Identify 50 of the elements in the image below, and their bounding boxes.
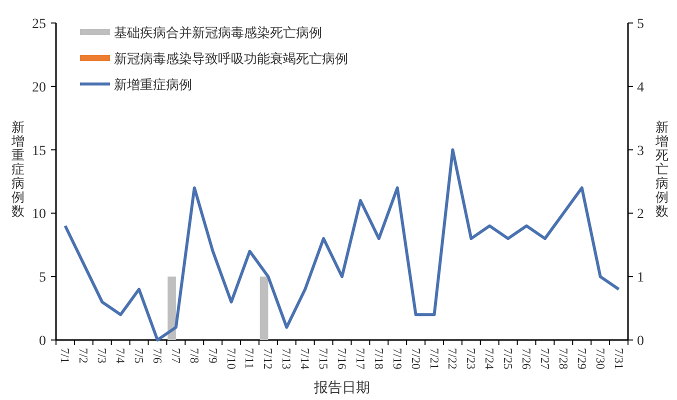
y2-tick-label: 2 [637, 207, 644, 222]
y-tick-label: 10 [32, 207, 46, 222]
x-tick-label: 7/27 [538, 348, 552, 370]
x-tick-label: 7/22 [446, 348, 460, 370]
legend-label: 新增重症病例 [114, 77, 192, 92]
x-tick-label: 7/20 [408, 348, 423, 370]
y-tick-label: 25 [32, 17, 46, 32]
x-tick-label: 7/15 [316, 348, 331, 370]
y2-tick-label: 0 [637, 334, 644, 349]
y2-tick-label: 1 [637, 270, 644, 286]
x-tick-label: 7/2 [76, 348, 91, 364]
legend-label: 基础疾病合并新冠病毒感染死亡病例 [114, 25, 322, 40]
x-tick-label: 7/23 [464, 348, 478, 370]
x-tick-label: 7/11 [242, 348, 257, 369]
y-axis-title: 新增重症病例数 [10, 120, 24, 218]
x-tick-label: 7/18 [372, 348, 386, 370]
x-tick-label: 7/13 [280, 348, 294, 370]
x-tick-label: 7/14 [298, 348, 312, 370]
x-tick-label: 7/4 [114, 348, 128, 364]
x-tick-label: 7/21 [427, 348, 442, 370]
line-series [64, 148, 620, 342]
x-tick-label: 7/1 [58, 348, 72, 364]
x-tick-label: 7/19 [390, 348, 404, 370]
x-tick-label: 7/31 [612, 348, 626, 370]
x-tick-label: 7/3 [95, 348, 110, 364]
x-axis-title: 报告日期 [313, 380, 370, 396]
x-tick-label: 7/24 [482, 348, 497, 370]
y2-axis-title: 新增死亡病例数 [654, 120, 668, 218]
x-tick-label: 7/8 [187, 348, 202, 364]
y2-tick-label: 5 [637, 17, 644, 32]
x-tick-label: 7/12 [261, 348, 276, 370]
x-tick-label: 7/26 [520, 348, 534, 370]
y-tick-label: 20 [32, 80, 46, 96]
x-tick-label: 7/9 [206, 348, 220, 364]
y-tick-label: 0 [39, 334, 46, 349]
x-tick-label: 7/10 [224, 348, 238, 370]
y-tick-label: 15 [32, 144, 46, 159]
x-tick-label: 7/25 [501, 348, 516, 370]
x-tick-label: 7/29 [574, 348, 589, 370]
x-tick-label: 7/7 [168, 348, 183, 364]
x-tick-label: 7/5 [132, 348, 146, 364]
legend-label: 新冠病毒感染导致呼吸功能衰竭死亡病例 [114, 51, 348, 66]
y2-tick-label: 3 [637, 144, 644, 159]
x-tick-label: 7/30 [593, 348, 608, 370]
x-tick-label: 7/17 [353, 348, 368, 370]
y2-tick-label: 4 [637, 80, 644, 96]
y-tick-label: 5 [39, 270, 46, 286]
x-tick-label: 7/16 [335, 348, 349, 370]
x-tick-label: 7/6 [150, 348, 164, 364]
x-tick-label: 7/28 [556, 348, 570, 370]
